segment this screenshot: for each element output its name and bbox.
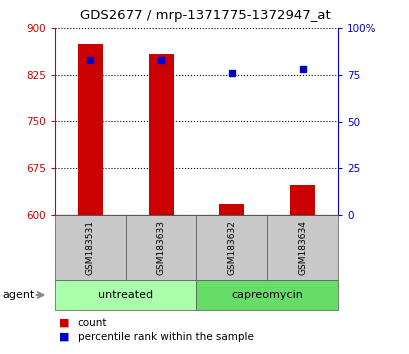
Text: ■: ■ xyxy=(59,332,70,342)
Text: untreated: untreated xyxy=(98,290,153,300)
Bar xyxy=(78,44,103,215)
Text: GDS2677 / mrp-1371775-1372947_at: GDS2677 / mrp-1371775-1372947_at xyxy=(79,9,330,22)
Text: ■: ■ xyxy=(59,318,70,328)
Text: agent: agent xyxy=(2,290,34,300)
Text: GSM183632: GSM183632 xyxy=(227,220,236,275)
Text: GSM183634: GSM183634 xyxy=(297,220,306,275)
Text: GSM183633: GSM183633 xyxy=(156,220,165,275)
Text: count: count xyxy=(77,318,107,328)
Text: percentile rank within the sample: percentile rank within the sample xyxy=(77,332,253,342)
Text: GSM183531: GSM183531 xyxy=(85,220,94,275)
Text: capreomycin: capreomycin xyxy=(231,290,302,300)
Bar xyxy=(219,204,244,215)
Bar xyxy=(148,54,173,215)
Bar xyxy=(290,185,314,215)
